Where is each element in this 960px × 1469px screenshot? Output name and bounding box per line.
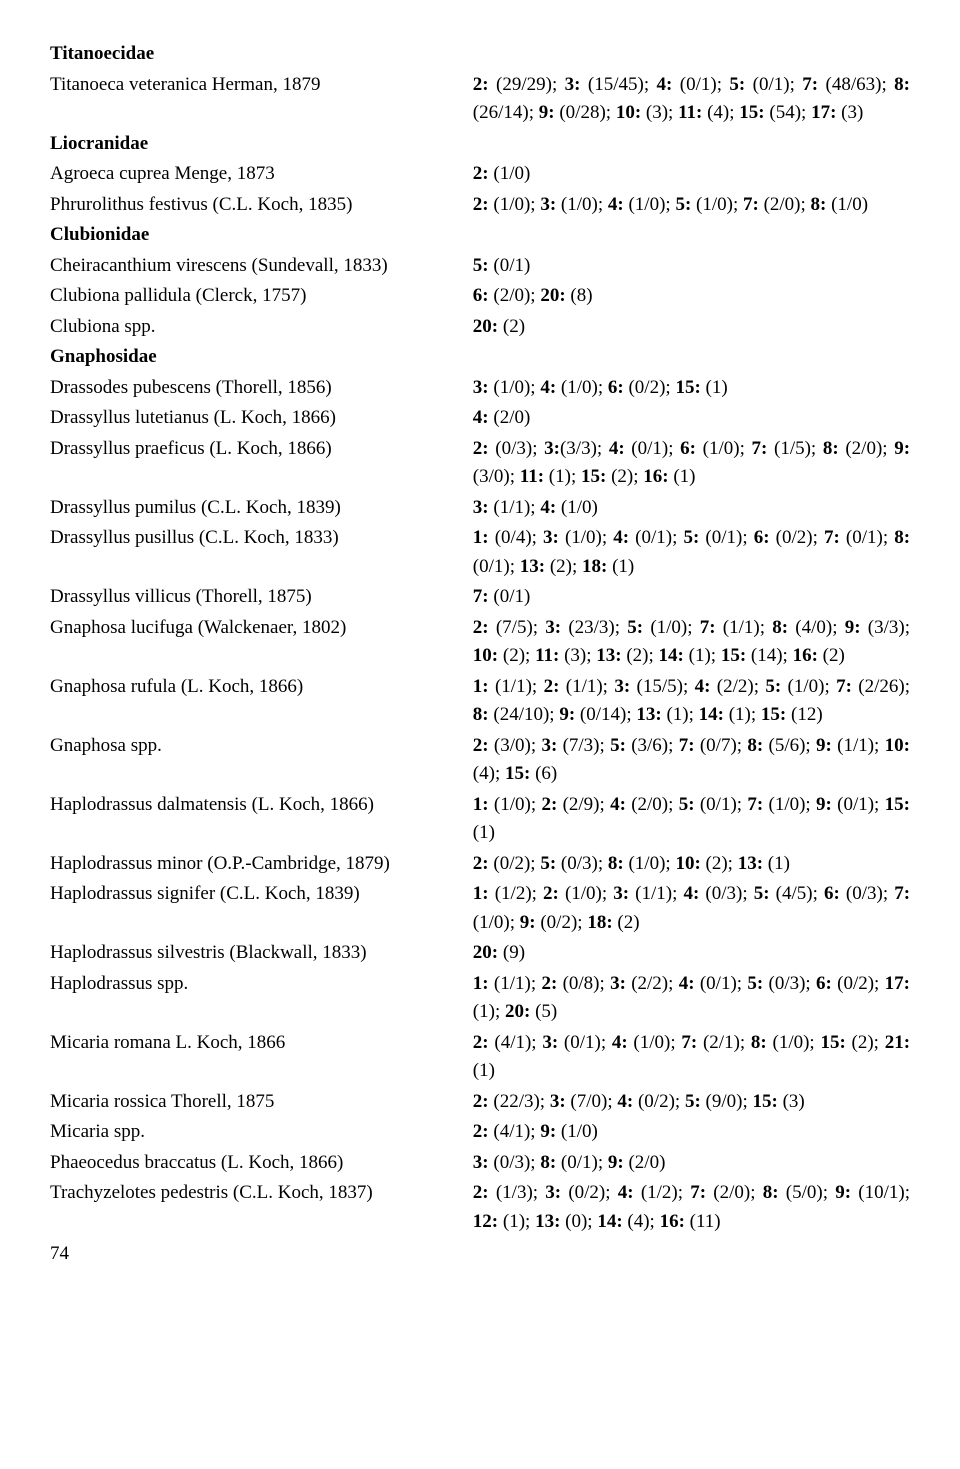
species-row: Haplodrassus signifer (C.L. Koch, 1839)1… xyxy=(50,880,910,937)
species-name: Drassodes pubescens (Thorell, 1856) xyxy=(50,374,473,403)
species-name: Micaria rossica Thorell, 1875 xyxy=(50,1088,473,1117)
species-name: Drassyllus lutetianus (L. Koch, 1866) xyxy=(50,404,473,433)
species-row: Clubiona spp.20: (2) xyxy=(50,313,910,342)
species-name: Haplodrassus dalmatensis (L. Koch, 1866) xyxy=(50,791,473,820)
species-row: Haplodrassus minor (O.P.-Cambridge, 1879… xyxy=(50,850,910,879)
species-row: Drassyllus praeficus (L. Koch, 1866)2: (… xyxy=(50,435,910,492)
species-row: Gnaphosidae xyxy=(50,343,910,372)
species-row: Clubiona pallidula (Clerck, 1757)6: (2/0… xyxy=(50,282,910,311)
record-data: 2: (7/5); 3: (23/3); 5: (1/0); 7: (1/1);… xyxy=(473,614,910,671)
family-heading: Liocranidae xyxy=(50,130,473,159)
record-data: 4: (2/0) xyxy=(473,404,910,433)
record-data: 5: (0/1) xyxy=(473,252,910,281)
species-row: Drassyllus pusillus (C.L. Koch, 1833)1: … xyxy=(50,524,910,581)
species-row: Drassodes pubescens (Thorell, 1856)3: (1… xyxy=(50,374,910,403)
record-data: 2: (0/3); 3:(3/3); 4: (0/1); 6: (1/0); 7… xyxy=(473,435,910,492)
species-name: Gnaphosa lucifuga (Walckenaer, 1802) xyxy=(50,614,473,643)
record-data: 20: (9) xyxy=(473,939,910,968)
species-row: Titanoeca veteranica Herman, 18792: (29/… xyxy=(50,71,910,128)
record-data: 6: (2/0); 20: (8) xyxy=(473,282,910,311)
family-heading: Titanoecidae xyxy=(50,40,473,69)
species-row: Drassyllus lutetianus (L. Koch, 1866)4: … xyxy=(50,404,910,433)
species-row: Drassyllus villicus (Thorell, 1875)7: (0… xyxy=(50,583,910,612)
family-heading: Gnaphosidae xyxy=(50,343,473,372)
record-data: 3: (1/1); 4: (1/0) xyxy=(473,494,910,523)
record-data: 2: (1/0); 3: (1/0); 4: (1/0); 5: (1/0); … xyxy=(473,191,910,220)
species-row: Gnaphosa lucifuga (Walckenaer, 1802)2: (… xyxy=(50,614,910,671)
species-name: Phrurolithus festivus (C.L. Koch, 1835) xyxy=(50,191,473,220)
family-heading: Clubionidae xyxy=(50,221,473,250)
species-name: Drassyllus praeficus (L. Koch, 1866) xyxy=(50,435,473,464)
record-data: 20: (2) xyxy=(473,313,910,342)
record-data: 2: (3/0); 3: (7/3); 5: (3/6); 7: (0/7); … xyxy=(473,732,910,789)
record-data: 3: (1/0); 4: (1/0); 6: (0/2); 15: (1) xyxy=(473,374,910,403)
species-row: Cheiracanthium virescens (Sundevall, 183… xyxy=(50,252,910,281)
species-name: Gnaphosa spp. xyxy=(50,732,473,761)
species-name: Titanoeca veteranica Herman, 1879 xyxy=(50,71,473,100)
page-number: 74 xyxy=(50,1240,910,1269)
species-name: Drassyllus villicus (Thorell, 1875) xyxy=(50,583,473,612)
record-data: 1: (0/4); 3: (1/0); 4: (0/1); 5: (0/1); … xyxy=(473,524,910,581)
species-row: Trachyzelotes pedestris (C.L. Koch, 1837… xyxy=(50,1179,910,1236)
species-row: Gnaphosa rufula (L. Koch, 1866)1: (1/1);… xyxy=(50,673,910,730)
species-name: Haplodrassus minor (O.P.-Cambridge, 1879… xyxy=(50,850,473,879)
species-row: Drassyllus pumilus (C.L. Koch, 1839)3: (… xyxy=(50,494,910,523)
record-data: 7: (0/1) xyxy=(473,583,910,612)
species-name: Haplodrassus spp. xyxy=(50,970,473,999)
species-name: Clubiona pallidula (Clerck, 1757) xyxy=(50,282,473,311)
species-name: Haplodrassus signifer (C.L. Koch, 1839) xyxy=(50,880,473,909)
species-row: Micaria rossica Thorell, 18752: (22/3); … xyxy=(50,1088,910,1117)
record-data: 1: (1/0); 2: (2/9); 4: (2/0); 5: (0/1); … xyxy=(473,791,910,848)
species-name: Micaria spp. xyxy=(50,1118,473,1147)
species-name: Phaeocedus braccatus (L. Koch, 1866) xyxy=(50,1149,473,1178)
species-row: Phaeocedus braccatus (L. Koch, 1866)3: (… xyxy=(50,1149,910,1178)
species-row: Liocranidae xyxy=(50,130,910,159)
record-data: 2: (0/2); 5: (0/3); 8: (1/0); 10: (2); 1… xyxy=(473,850,910,879)
species-name: Trachyzelotes pedestris (C.L. Koch, 1837… xyxy=(50,1179,473,1208)
species-row: Clubionidae xyxy=(50,221,910,250)
species-row: Agroeca cuprea Menge, 18732: (1/0) xyxy=(50,160,910,189)
species-row: Haplodrassus spp.1: (1/1); 2: (0/8); 3: … xyxy=(50,970,910,1027)
species-name: Drassyllus pumilus (C.L. Koch, 1839) xyxy=(50,494,473,523)
species-list: TitanoecidaeTitanoeca veteranica Herman,… xyxy=(50,40,910,1236)
record-data: 2: (4/1); 9: (1/0) xyxy=(473,1118,910,1147)
species-row: Titanoecidae xyxy=(50,40,910,69)
species-name: Agroeca cuprea Menge, 1873 xyxy=(50,160,473,189)
record-data: 1: (1/2); 2: (1/0); 3: (1/1); 4: (0/3); … xyxy=(473,880,910,937)
record-data: 3: (0/3); 8: (0/1); 9: (2/0) xyxy=(473,1149,910,1178)
species-row: Gnaphosa spp.2: (3/0); 3: (7/3); 5: (3/6… xyxy=(50,732,910,789)
record-data: 1: (1/1); 2: (1/1); 3: (15/5); 4: (2/2);… xyxy=(473,673,910,730)
species-name: Haplodrassus silvestris (Blackwall, 1833… xyxy=(50,939,473,968)
species-name: Clubiona spp. xyxy=(50,313,473,342)
record-data: 2: (4/1); 3: (0/1); 4: (1/0); 7: (2/1); … xyxy=(473,1029,910,1086)
species-row: Micaria spp.2: (4/1); 9: (1/0) xyxy=(50,1118,910,1147)
record-data: 2: (22/3); 3: (7/0); 4: (0/2); 5: (9/0);… xyxy=(473,1088,910,1117)
record-data: 2: (1/3); 3: (0/2); 4: (1/2); 7: (2/0); … xyxy=(473,1179,910,1236)
record-data: 2: (29/29); 3: (15/45); 4: (0/1); 5: (0/… xyxy=(473,71,910,128)
species-name: Gnaphosa rufula (L. Koch, 1866) xyxy=(50,673,473,702)
species-name: Micaria romana L. Koch, 1866 xyxy=(50,1029,473,1058)
species-row: Phrurolithus festivus (C.L. Koch, 1835)2… xyxy=(50,191,910,220)
species-row: Micaria romana L. Koch, 18662: (4/1); 3:… xyxy=(50,1029,910,1086)
species-name: Drassyllus pusillus (C.L. Koch, 1833) xyxy=(50,524,473,553)
species-row: Haplodrassus silvestris (Blackwall, 1833… xyxy=(50,939,910,968)
species-name: Cheiracanthium virescens (Sundevall, 183… xyxy=(50,252,473,281)
record-data: 1: (1/1); 2: (0/8); 3: (2/2); 4: (0/1); … xyxy=(473,970,910,1027)
species-row: Haplodrassus dalmatensis (L. Koch, 1866)… xyxy=(50,791,910,848)
record-data: 2: (1/0) xyxy=(473,160,910,189)
